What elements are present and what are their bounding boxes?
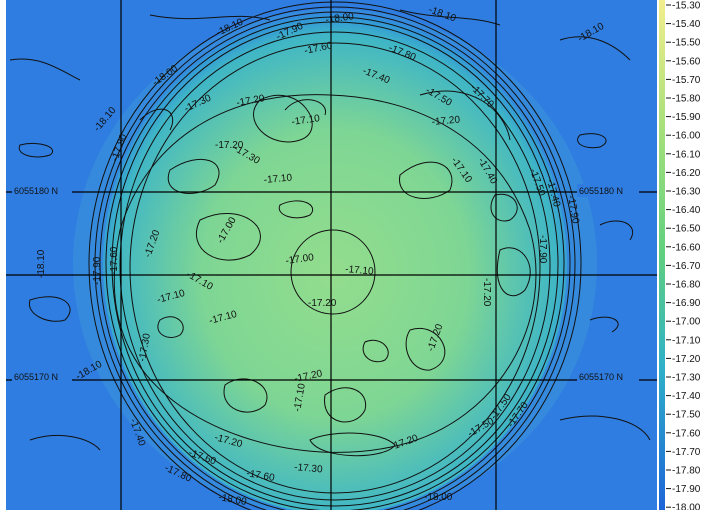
coordinate-grid [6,0,657,510]
contour-label: -17.60 [109,246,120,275]
legend-level-label: -15.80 [672,94,701,105]
northing-label-right-1: 6055180 N [579,186,623,196]
contour-label: -17.20 [215,140,244,151]
contour-label: -17.20 [481,278,492,307]
contour-label: -17.00 [285,252,315,267]
legend-panel [657,0,726,510]
contour-label: -17.90 [565,195,581,225]
plateau-area [103,14,567,510]
legend-level-label: -16.80 [672,280,701,291]
contour-label: -17.30 [294,462,324,475]
legend-level-label: -17.80 [672,466,701,477]
legend-level-label: -16.00 [672,131,701,142]
northing-label-left-1: 6055180 N [14,186,58,196]
legend-level-label: -16.90 [672,298,701,309]
legend-level-label: -17.20 [672,354,701,365]
legend-level-label: -16.60 [672,242,701,253]
legend-level-label: -15.50 [672,38,701,49]
contour-label: -17.10 [345,264,375,277]
contour-label: -17.90 [92,256,103,285]
contour-label: -17.90 [537,235,548,264]
legend-level-label: -18.00 [672,503,701,510]
legend-level-label: -17.00 [672,317,701,328]
legend-level-label: -17.10 [672,335,701,346]
contour-label: -17.60 [245,468,275,484]
legend-level-label: -16.10 [672,149,701,160]
legend-level-label: -16.20 [672,168,701,179]
legend-level-label: -15.30 [672,1,701,12]
contour-label: -17.20 [308,298,337,309]
contour-label: -18.00 [325,11,355,26]
contour-label: -18.00 [424,492,453,503]
northing-label-right-2: 6055170 N [579,372,623,382]
legend-level-label: -17.70 [672,447,701,458]
legend-level-label: -17.90 [672,484,701,495]
contour-label: -17.20 [431,115,461,128]
legend-level-label: -17.30 [672,373,701,384]
legend-colorbar [659,0,665,510]
legend-level-label: -15.90 [672,112,701,123]
legend-level-label: -15.70 [672,75,701,86]
legend-level-label: -17.40 [672,391,701,402]
legend-level-label: -15.40 [672,19,701,30]
legend-level-label: -17.60 [672,428,701,439]
contour-label: -18.10 [36,249,47,278]
contour-label: -17.10 [263,173,293,186]
northing-label-left-2: 6055170 N [14,372,58,382]
legend-labels: -15.30 -15.40 -15.50 -15.60 -15.70 -15.80 -15.… [666,1,701,510]
legend-level-label: -16.70 [672,261,701,272]
legend-level-label: -16.50 [672,224,701,235]
contour-label: -18.00 [217,492,247,508]
contour-label: -17.10 [291,113,321,128]
contour-label: -17.10 [292,382,308,412]
legend-level-label: -16.30 [672,187,701,198]
contour-label: -17.20 [236,93,266,109]
contour-labels: -18.10 -18.00 -18.10 -17.90 -17.60 -17.8… [36,4,606,507]
legend-level-label: -15.60 [672,56,701,67]
contour-label: -17.30 [137,332,153,362]
legend-level-label: -16.40 [672,205,701,216]
contour-lines [9,1,651,510]
legend-level-label: -17.50 [672,410,701,421]
